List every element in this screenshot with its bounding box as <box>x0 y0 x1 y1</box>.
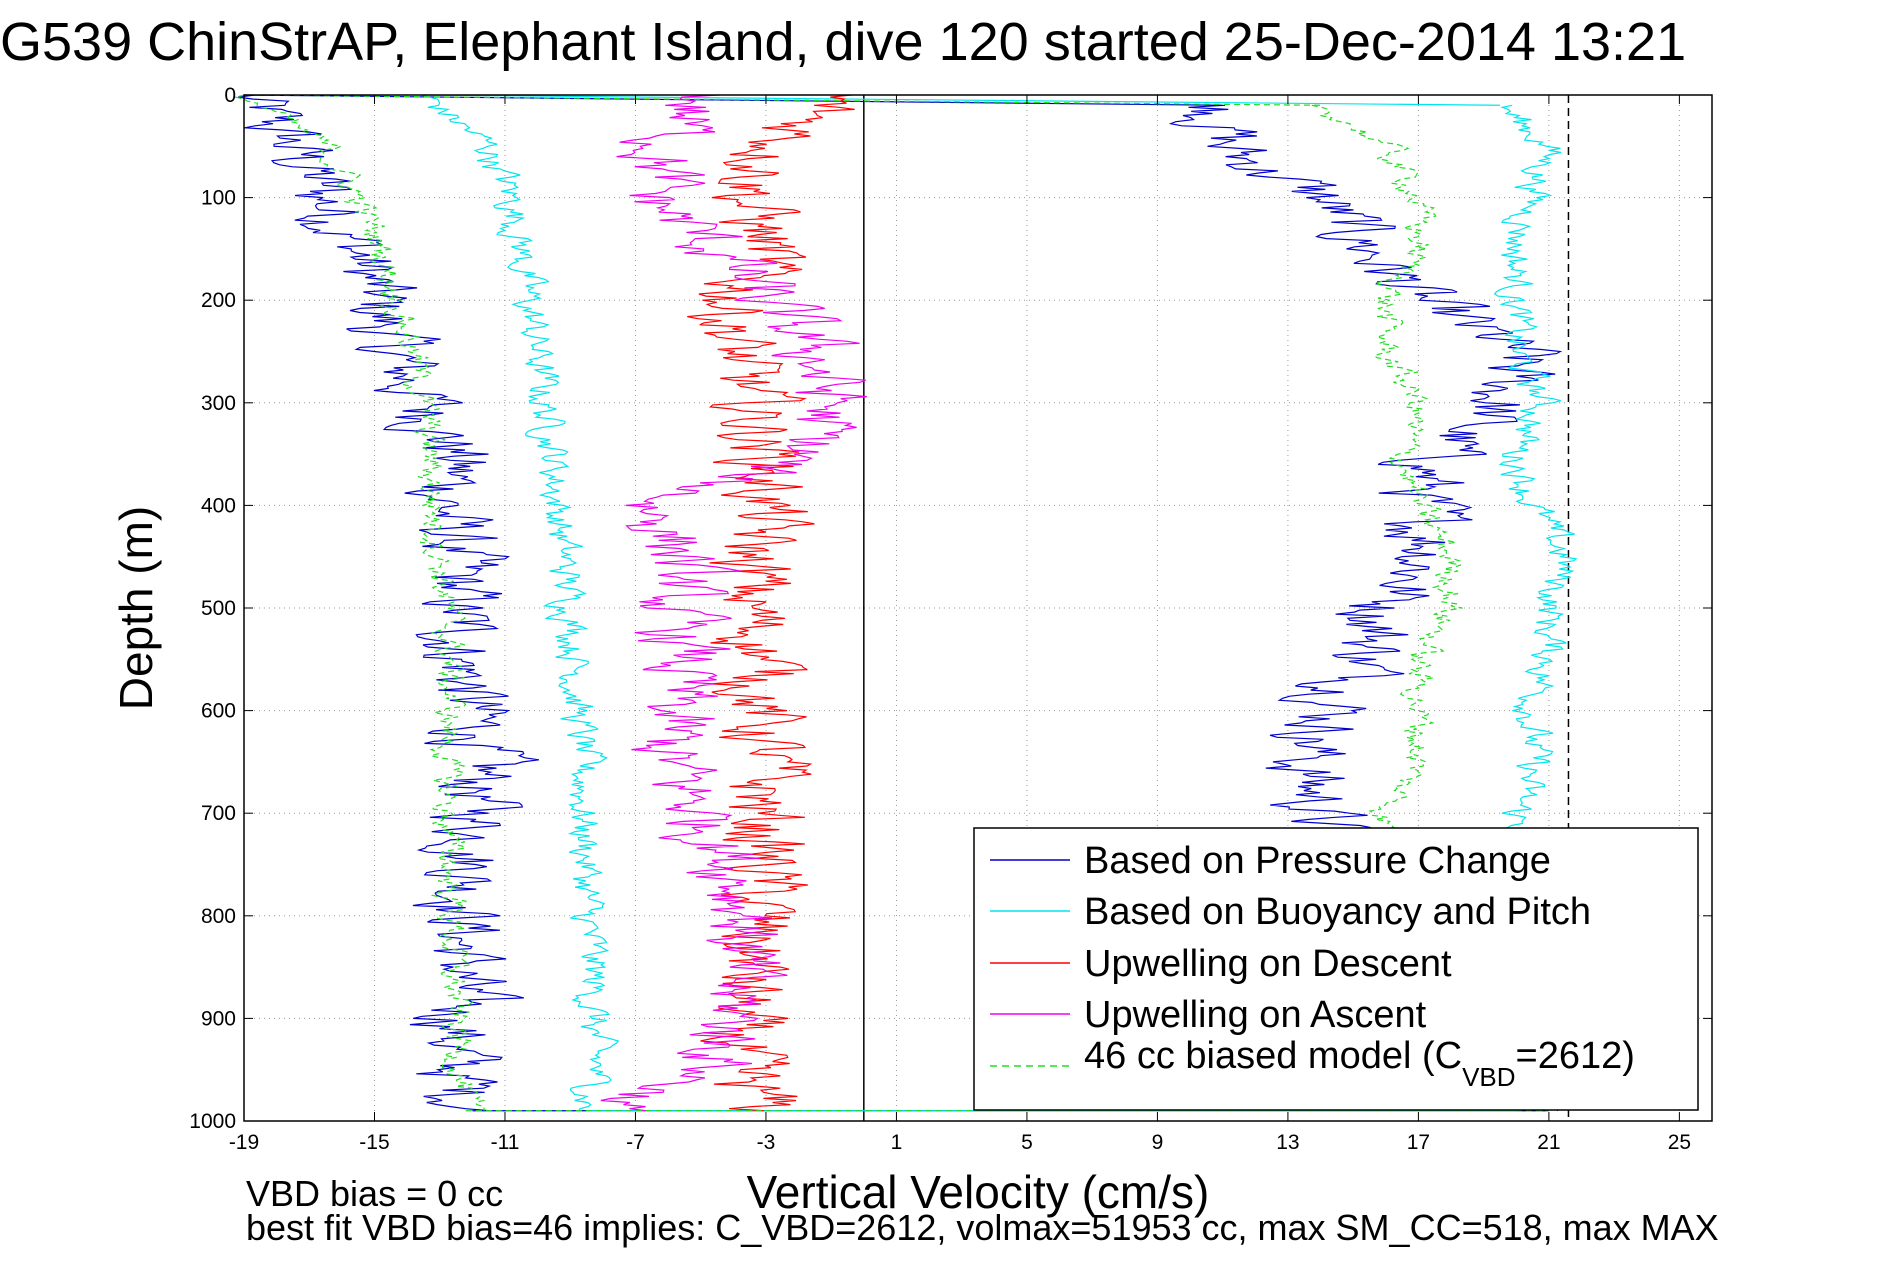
y-axis-ticks: 0 100 200 300 400 500 600 700 800 900 1000 <box>189 84 1712 1133</box>
y-tick-label: 800 <box>201 905 236 928</box>
x-tick-label: 13 <box>1276 1131 1299 1154</box>
x-tick-label: -7 <box>626 1131 645 1154</box>
y-tick-label: 0 <box>224 84 236 107</box>
legend-label-upwelling-ascent: Upwelling on Ascent <box>1084 994 1427 1036</box>
x-tick-label: 9 <box>1152 1131 1164 1154</box>
x-tick-label: -19 <box>229 1131 259 1154</box>
x-tick-label: -3 <box>757 1131 776 1154</box>
y-tick-label: 200 <box>201 289 236 312</box>
series-connector-top <box>423 94 1500 106</box>
legend-label-buoyancy-pitch: Based on Buoyancy and Pitch <box>1084 891 1591 933</box>
x-axis-label: Vertical Velocity (cm/s) <box>747 1166 1210 1218</box>
best-fit-note: best fit VBD bias=46 implies: C_VBD=2612… <box>246 1207 1719 1248</box>
y-tick-label: 600 <box>201 700 236 723</box>
reference-lines <box>863 95 1570 1121</box>
legend-label-biased-model-prefix: 46 cc biased model (C <box>1084 1035 1462 1077</box>
series-line-3-0 <box>600 94 867 1112</box>
y-tick-label: 100 <box>201 187 236 210</box>
legend-label-biased-model-sub: VBD <box>1462 1062 1515 1092</box>
series-3 <box>600 94 867 1112</box>
y-tick-label: 300 <box>201 392 236 415</box>
chart-title: G539 ChinStrAP, Elephant Island, dive 12… <box>0 12 1686 72</box>
legend: Based on Pressure Change Based on Buoyan… <box>973 827 1699 1111</box>
y-tick-label: 900 <box>201 1007 236 1030</box>
x-tick-label: -15 <box>359 1131 389 1154</box>
legend-label-pressure-change: Based on Pressure Change <box>1084 840 1551 882</box>
series-line-1-0 <box>420 94 620 1111</box>
x-tick-label: -11 <box>491 1131 520 1154</box>
y-tick-label: 1000 <box>189 1110 236 1133</box>
legend-label-biased-model-suffix: =2612) <box>1516 1035 1635 1077</box>
y-tick-label: 400 <box>201 494 236 517</box>
y-axis-label: Depth (m) <box>110 506 162 710</box>
x-tick-label: 1 <box>891 1131 903 1154</box>
series-line-4-0 <box>235 94 486 1111</box>
legend-box <box>973 827 1699 1111</box>
x-axis-ticks: -19 -15 -11 -7 -3 1 5 9 13 17 21 25 <box>229 95 1691 1154</box>
x-tick-label: 17 <box>1407 1131 1430 1154</box>
y-tick-label: 700 <box>201 802 236 825</box>
series-2 <box>687 94 855 1112</box>
series-line-2-0 <box>687 94 855 1112</box>
x-tick-label: 5 <box>1021 1131 1033 1154</box>
y-tick-label: 500 <box>201 597 236 620</box>
vbd-bias-note: VBD bias = 0 cc <box>246 1173 503 1214</box>
series-line-0-0 <box>238 94 539 1112</box>
legend-label-biased-model: 46 cc biased model (CVBD=2612) <box>1084 1035 1635 1092</box>
series-line-4-1 <box>1311 104 1543 1112</box>
x-tick-label: 21 <box>1537 1131 1560 1154</box>
legend-label-upwelling-descent: Upwelling on Descent <box>1084 943 1452 985</box>
x-tick-label: 25 <box>1668 1131 1691 1154</box>
